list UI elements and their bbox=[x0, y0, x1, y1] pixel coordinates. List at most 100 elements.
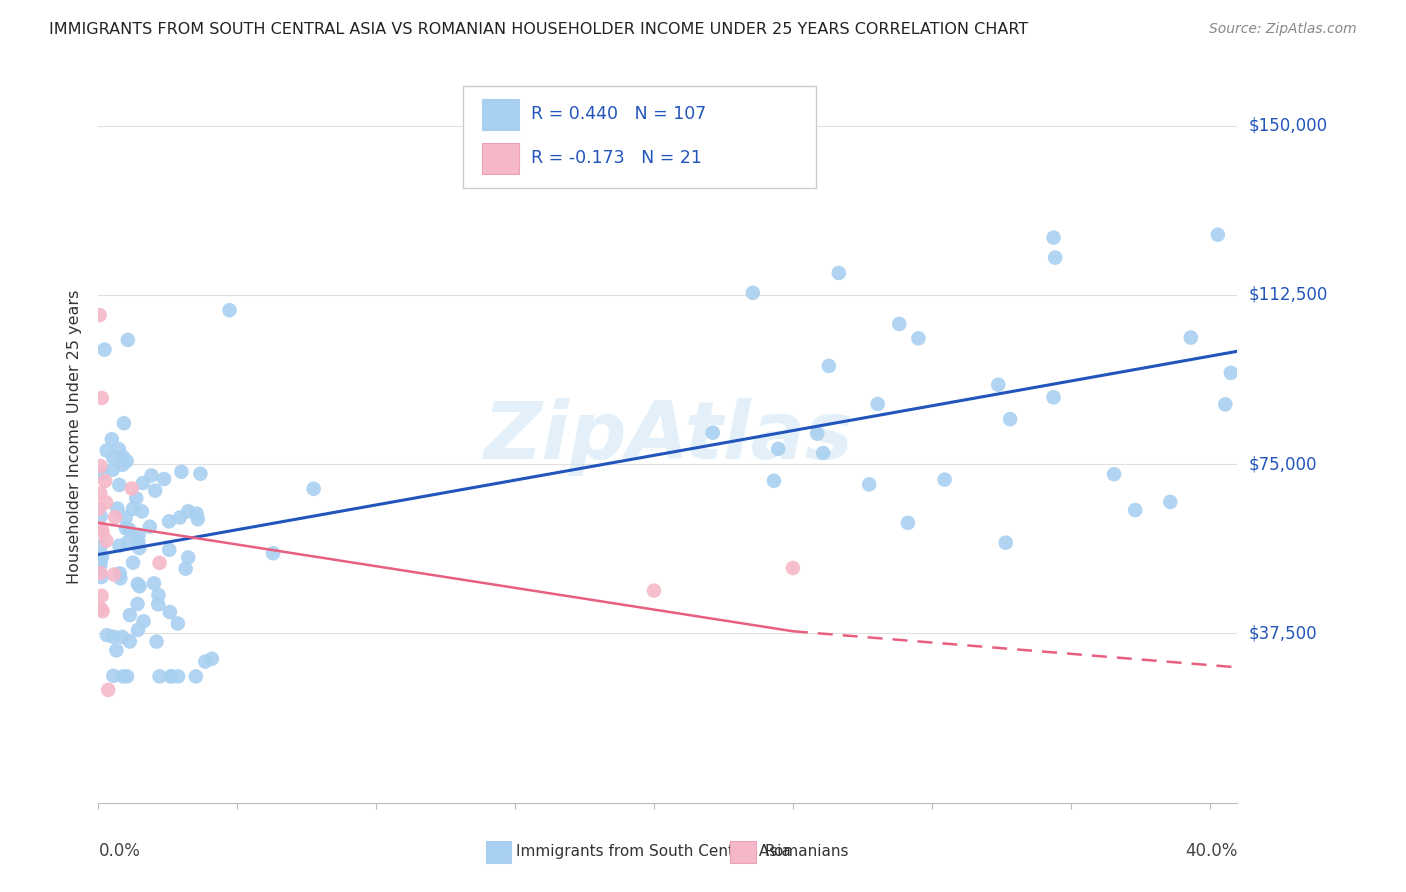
Point bbox=[89, 566, 111, 580]
Point bbox=[128, 541, 150, 555]
Point bbox=[96, 533, 118, 548]
Point bbox=[1219, 366, 1241, 380]
FancyBboxPatch shape bbox=[482, 99, 519, 130]
Point bbox=[91, 549, 114, 564]
Point bbox=[89, 501, 111, 516]
Point bbox=[1180, 330, 1202, 344]
Point bbox=[122, 501, 145, 516]
Point bbox=[110, 571, 132, 585]
Point bbox=[153, 472, 176, 486]
Point bbox=[105, 643, 128, 657]
Point bbox=[148, 588, 170, 602]
Point bbox=[190, 467, 212, 481]
Point bbox=[141, 468, 163, 483]
Point bbox=[1213, 397, 1236, 411]
Text: R = -0.173   N = 21: R = -0.173 N = 21 bbox=[531, 149, 702, 167]
Point bbox=[1102, 467, 1125, 482]
Point bbox=[1123, 503, 1146, 517]
Point bbox=[128, 579, 150, 593]
Point bbox=[994, 535, 1017, 549]
Point bbox=[127, 534, 149, 549]
Point bbox=[145, 634, 167, 648]
Point bbox=[1159, 495, 1181, 509]
Point bbox=[91, 604, 114, 618]
Point bbox=[782, 561, 804, 575]
Point bbox=[806, 426, 828, 441]
Point bbox=[167, 669, 190, 683]
Point bbox=[143, 576, 166, 591]
Point bbox=[166, 616, 188, 631]
Point bbox=[818, 359, 841, 373]
Point bbox=[103, 669, 125, 683]
Point bbox=[866, 397, 889, 411]
Point bbox=[160, 669, 183, 683]
Point bbox=[127, 577, 149, 591]
Point bbox=[107, 442, 129, 456]
Point bbox=[115, 521, 138, 535]
Point bbox=[94, 495, 117, 509]
FancyBboxPatch shape bbox=[731, 841, 755, 863]
Point bbox=[174, 562, 197, 576]
Point bbox=[105, 501, 128, 516]
Point bbox=[858, 477, 880, 491]
Point bbox=[96, 628, 118, 642]
Point bbox=[90, 539, 112, 553]
Point bbox=[103, 567, 125, 582]
Point bbox=[177, 550, 200, 565]
Point bbox=[114, 510, 136, 524]
Point bbox=[1042, 230, 1064, 244]
Point bbox=[762, 474, 785, 488]
Point bbox=[89, 458, 111, 473]
Point bbox=[139, 520, 162, 534]
Point bbox=[96, 443, 118, 458]
Point bbox=[127, 597, 149, 611]
Point bbox=[741, 285, 763, 300]
Point bbox=[987, 377, 1010, 392]
Point bbox=[94, 474, 117, 488]
Point bbox=[121, 482, 143, 496]
Point bbox=[811, 446, 834, 460]
Point bbox=[111, 630, 134, 644]
Point bbox=[104, 510, 127, 524]
Point bbox=[143, 483, 166, 498]
Point bbox=[160, 669, 183, 683]
Point bbox=[159, 605, 181, 619]
Point bbox=[118, 634, 141, 648]
Point bbox=[766, 442, 789, 456]
Point bbox=[897, 516, 920, 530]
Point bbox=[91, 467, 114, 481]
Text: $150,000: $150,000 bbox=[1249, 117, 1327, 135]
Point bbox=[131, 504, 153, 518]
Text: $75,000: $75,000 bbox=[1249, 455, 1317, 473]
Point bbox=[118, 523, 141, 537]
Point bbox=[115, 669, 138, 683]
Point bbox=[1042, 390, 1064, 404]
Text: $112,500: $112,500 bbox=[1249, 285, 1327, 304]
Point bbox=[111, 458, 134, 472]
Point bbox=[934, 473, 956, 487]
Point bbox=[108, 478, 131, 492]
Point bbox=[89, 308, 111, 322]
Point bbox=[157, 515, 180, 529]
Point bbox=[90, 552, 112, 566]
Point bbox=[889, 317, 911, 331]
Point bbox=[90, 570, 112, 584]
Point bbox=[1043, 251, 1066, 265]
Point bbox=[186, 507, 208, 521]
FancyBboxPatch shape bbox=[482, 143, 519, 174]
Point bbox=[90, 521, 112, 535]
Point bbox=[117, 534, 139, 549]
Text: Source: ZipAtlas.com: Source: ZipAtlas.com bbox=[1209, 22, 1357, 37]
Point bbox=[117, 333, 139, 347]
Y-axis label: Householder Income Under 25 years: Householder Income Under 25 years bbox=[67, 290, 83, 584]
Point bbox=[148, 556, 170, 570]
Point bbox=[90, 589, 112, 603]
FancyBboxPatch shape bbox=[463, 86, 815, 188]
Text: Immigrants from South Central Asia: Immigrants from South Central Asia bbox=[516, 844, 792, 859]
Point bbox=[148, 598, 170, 612]
Point bbox=[89, 486, 111, 500]
Point bbox=[201, 651, 224, 665]
Point bbox=[177, 504, 200, 518]
Point bbox=[702, 425, 724, 440]
Point bbox=[187, 512, 209, 526]
